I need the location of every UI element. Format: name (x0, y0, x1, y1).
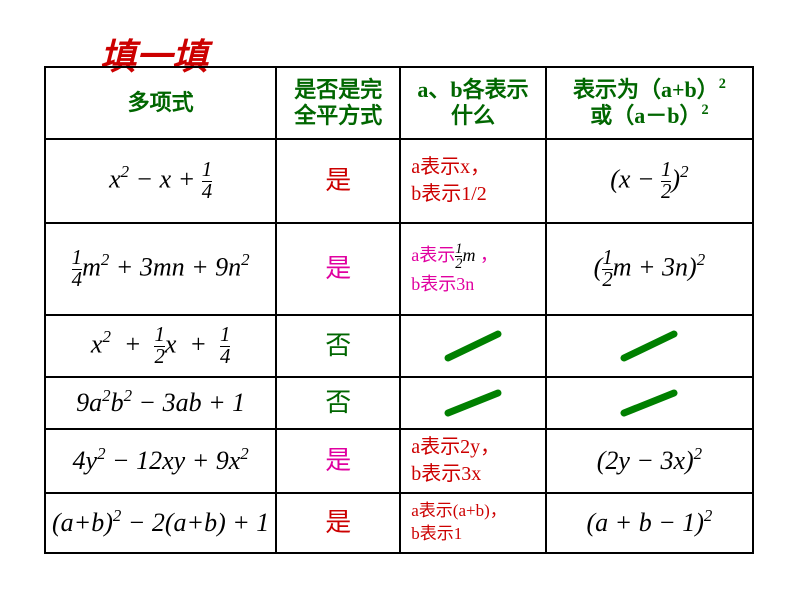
header-ab-meaning: a、b各表示什么 (400, 67, 546, 139)
answer-cell: 是 (276, 139, 400, 223)
math-table: 多项式 是否是完全平方式 a、b各表示什么 表示为（a+b）2 或（a－b）2 … (44, 66, 754, 554)
header-polynomial: 多项式 (45, 67, 276, 139)
ab-cell: a表示½m ， a表示12m ， b表示3n (400, 223, 546, 315)
result-cell: (12m + 3n)2 (546, 223, 753, 315)
slash-icon (400, 315, 546, 377)
slash-icon (546, 315, 753, 377)
header-expression: 表示为（a+b）2 或（a－b）2 (546, 67, 753, 139)
header-is-perfect-square: 是否是完全平方式 (276, 67, 400, 139)
ab-cell: a表示2y，b表示3x (400, 429, 546, 493)
answer-cell: 是 (276, 223, 400, 315)
slash-icon (546, 377, 753, 429)
result-cell: (x − 12)2 (546, 139, 753, 223)
result-cell: (a + b − 1)2 (546, 493, 753, 553)
poly-cell: 14m2 + 3mn + 9n2 (45, 223, 276, 315)
poly-cell: x2 − x + 14 (45, 139, 276, 223)
answer-cell: 否 (276, 315, 400, 377)
ab-cell: a表示(a+b)，b表示1 (400, 493, 546, 553)
slash-icon (400, 377, 546, 429)
poly-cell: x2 + 12x + 14 (45, 315, 276, 377)
answer-cell: 否 (276, 377, 400, 429)
answer-cell: 是 (276, 429, 400, 493)
poly-cell: (a+b)2 − 2(a+b) + 1 (45, 493, 276, 553)
ab-cell: a表示x，b表示1/2 (400, 139, 546, 223)
answer-cell: 是 (276, 493, 400, 553)
poly-cell: 4y2 − 12xy + 9x2 (45, 429, 276, 493)
result-cell: (2y − 3x)2 (546, 429, 753, 493)
poly-cell: 9a2b2 − 3ab + 1 (45, 377, 276, 429)
